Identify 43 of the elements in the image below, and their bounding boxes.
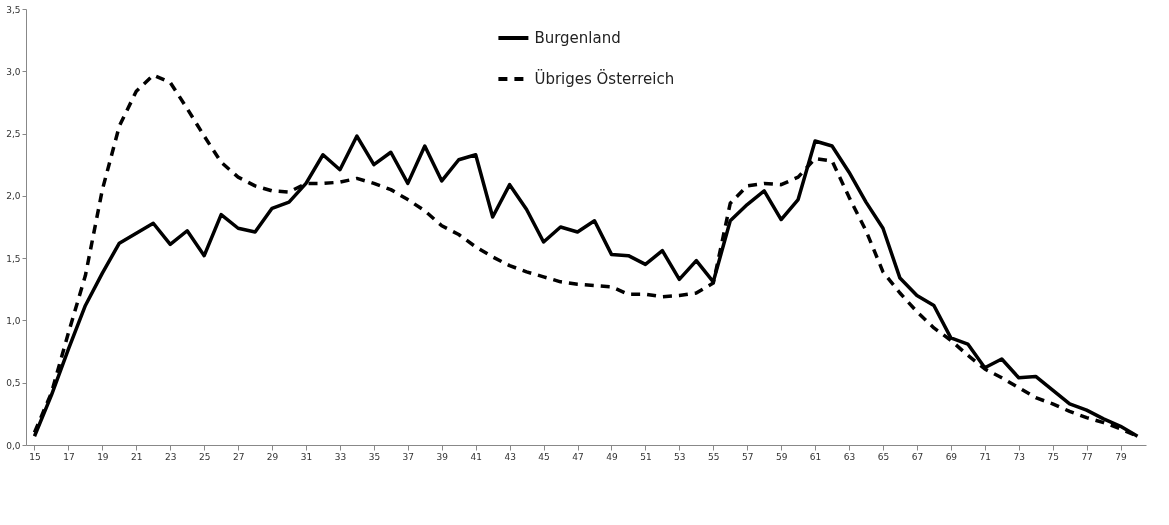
x-tick-label: 39 xyxy=(436,451,449,462)
x-tick-label: 63 xyxy=(843,451,856,462)
x-tick-label: 23 xyxy=(165,451,177,462)
x-tick-label: 43 xyxy=(504,451,516,462)
x-tick-label: 21 xyxy=(131,451,143,462)
x-tick-label: 59 xyxy=(775,451,788,462)
x-tick-label: 17 xyxy=(63,451,75,462)
x-tick-label: 73 xyxy=(1013,451,1025,462)
x-tick-label: 77 xyxy=(1081,451,1093,462)
x-tick-label: 75 xyxy=(1047,451,1059,462)
y-tick-label: 0,0 xyxy=(6,440,21,451)
y-tick-label: 2,0 xyxy=(6,191,21,202)
x-tick-label: 53 xyxy=(674,451,686,462)
x-tick-label: 31 xyxy=(300,451,313,462)
y-tick-label: 2,5 xyxy=(6,129,21,140)
x-tick-label: 55 xyxy=(708,451,720,462)
x-tick-label: 29 xyxy=(266,451,279,462)
y-tick-label: 0,5 xyxy=(6,378,21,389)
x-tick-label: 45 xyxy=(538,451,550,462)
x-tick-label: 37 xyxy=(402,451,415,462)
x-tick-label: 71 xyxy=(979,451,992,462)
y-tick-label: 3,5 xyxy=(6,4,21,15)
x-tick-label: 49 xyxy=(606,451,618,462)
y-tick-label: 3,0 xyxy=(6,66,21,77)
x-tick-label: 79 xyxy=(1115,451,1128,462)
x-tick-label: 47 xyxy=(572,451,584,462)
legend-label: Burgenland xyxy=(534,29,621,47)
x-tick-label: 51 xyxy=(640,451,652,462)
x-tick-label: 41 xyxy=(470,451,482,462)
x-tick-label: 19 xyxy=(97,451,109,462)
x-tick-label: 61 xyxy=(809,451,822,462)
x-tick-label: 69 xyxy=(945,451,958,462)
x-tick-label: 67 xyxy=(911,451,924,462)
x-tick-label: 35 xyxy=(368,451,381,462)
x-tick-label: 25 xyxy=(198,451,211,462)
x-tick-label: 57 xyxy=(741,451,754,462)
x-tick-label: 15 xyxy=(29,451,41,462)
x-tick-label: 33 xyxy=(334,451,347,462)
y-tick-label: 1,0 xyxy=(6,315,21,326)
y-tick-label: 1,5 xyxy=(6,253,21,264)
legend-label: Übriges Österreich xyxy=(534,69,675,88)
x-tick-label: 27 xyxy=(232,451,245,462)
x-tick-label: 65 xyxy=(877,451,890,462)
